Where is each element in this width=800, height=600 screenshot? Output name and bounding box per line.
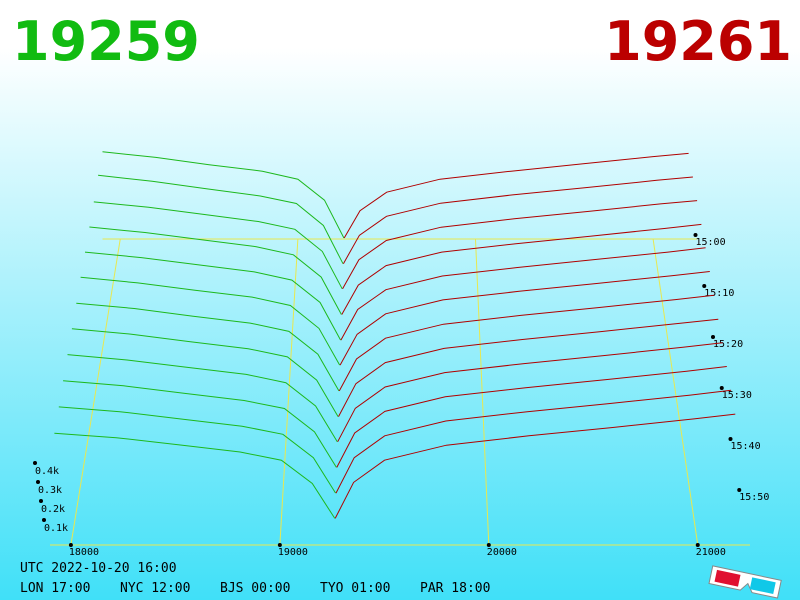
time-tick-label: 15:40: [731, 441, 761, 452]
x-tick: [486, 543, 491, 547]
bid-depth-line: [76, 302, 340, 392]
city-time: LON 17:00: [20, 581, 90, 596]
glasses-cyan-lens: [749, 577, 776, 595]
x-tick: [68, 543, 73, 547]
time-tick-dot: [711, 335, 715, 339]
ask-depth-line: [338, 318, 719, 417]
x-tick-label: 19000: [278, 547, 308, 558]
bid-depth-line: [98, 174, 344, 264]
x-tick-label: 20000: [487, 547, 517, 558]
bid-depth-line: [89, 226, 342, 315]
x-tick: [277, 543, 282, 547]
z-tick: [39, 499, 43, 503]
z-tick-label: 0.3k: [38, 485, 62, 496]
plot-area: 18000 19000 20000 21000 0.1k 0.2k 0.3k 0.4k 15:0…: [33, 151, 769, 558]
ask-depth-line: [342, 200, 698, 290]
x-tick-label: 21000: [696, 547, 726, 558]
time-tick-label: 15:50: [739, 492, 769, 503]
ask-depth-line: [343, 152, 689, 239]
bid-depth-line: [63, 380, 337, 468]
ask-price: 19261: [604, 10, 792, 73]
bid-depth-line: [71, 328, 339, 417]
3d-glasses-icon[interactable]: [708, 565, 782, 599]
grid-line: [474, 238, 490, 546]
ask-depth-line: [340, 247, 706, 341]
time-tick-label: 15:30: [722, 390, 752, 401]
time-tick-dot: [719, 386, 724, 390]
ask-depth-line: [337, 342, 723, 442]
ask-depth-line: [335, 389, 732, 494]
ask-depth-line: [341, 223, 702, 315]
bid-depth-line: [54, 432, 336, 519]
time-tick-dot: [737, 488, 742, 492]
time-tick-dot: [728, 437, 733, 441]
city-time: TYO 01:00: [320, 581, 390, 596]
z-tick-label: 0.1k: [44, 523, 68, 534]
time-tick-dot: [693, 233, 698, 237]
ask-depth-line: [336, 366, 727, 468]
glasses-red-lens: [714, 569, 741, 587]
bid-depth-line: [80, 276, 341, 366]
bid-depth-line: [58, 406, 337, 494]
time-tick-label: 15:00: [696, 237, 726, 248]
city-time: NYC 12:00: [120, 581, 190, 596]
city-time: BJS 00:00: [220, 581, 290, 596]
bid-depth-line: [102, 151, 345, 239]
bid-depth-line: [84, 251, 342, 341]
x-tick: [695, 543, 700, 547]
city-time: PAR 18:00: [420, 581, 490, 596]
z-tick: [36, 480, 40, 484]
ask-depth-line: [339, 271, 710, 366]
bid-depth-line: [67, 354, 338, 442]
bid-price: 19259: [12, 10, 200, 73]
z-tick-label: 0.2k: [41, 504, 65, 515]
time-tick-dot: [702, 284, 707, 288]
time-tick-label: 15:20: [713, 339, 743, 350]
ask-depth-line: [334, 413, 736, 519]
bid-depth-line: [93, 201, 343, 290]
ask-depth-line: [342, 176, 693, 264]
z-tick-label: 0.4k: [35, 466, 59, 477]
time-tick-label: 15:10: [704, 288, 734, 299]
city-times: LON 17:00 NYC 12:00 BJS 00:00 TYO 01:00 PAR …: [20, 581, 490, 596]
grid-line: [70, 238, 121, 546]
x-tick-label: 18000: [69, 547, 99, 558]
z-tick: [33, 461, 37, 465]
grid-line: [652, 238, 699, 546]
utc-time: UTC 2022-10-20 16:00: [20, 561, 177, 576]
grid-line: [279, 238, 299, 546]
z-tick: [42, 518, 46, 522]
ask-depth-line: [338, 294, 715, 392]
